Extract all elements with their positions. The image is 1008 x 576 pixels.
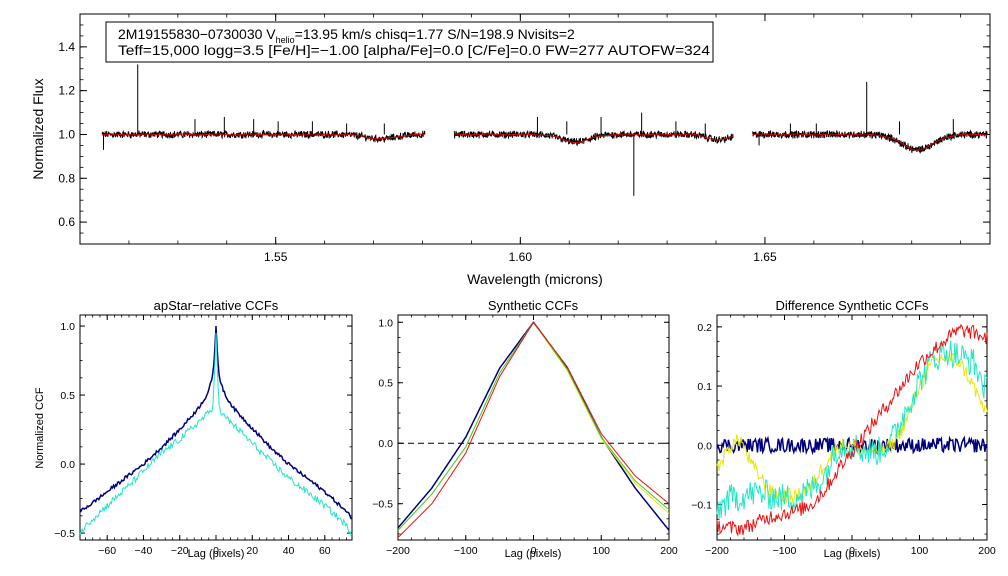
- spectrum-ticks: 1.55 1.60 1.65 0.6 0.8 1.0 1.2 1.4: [58, 14, 990, 264]
- y-tick-label: 1.0: [60, 321, 75, 333]
- y-tick-label: 0.1: [697, 381, 712, 393]
- x-tick-label: −200: [705, 545, 729, 557]
- y-tick-label: −0.1: [691, 499, 712, 511]
- y-tick-label: 0.8: [58, 171, 75, 185]
- apstar-ccf-x-axis-label: Lag (pixels): [188, 548, 245, 560]
- synthetic_ccf-series-red: [397, 321, 670, 538]
- synthetic-ccf-lines: [397, 321, 670, 538]
- apstar_ccf-series-navy: [79, 325, 352, 520]
- info-box: [105, 21, 714, 63]
- y-tick-label: 0.0: [697, 440, 712, 452]
- x-tick-label: 60: [319, 545, 331, 557]
- observed-spectrum-chip-1: [101, 129, 426, 144]
- difference_ccf-series-red: [716, 323, 988, 537]
- spectrum-panel: 1.55 1.60 1.65 0.6 0.8 1.0 1.2 1.4 2M19155830−0…: [30, 13, 991, 287]
- spectrum-plot-frame: [79, 13, 991, 245]
- synthetic_ccf-series-green: [397, 321, 670, 531]
- y-tick-label: 0.5: [60, 390, 75, 402]
- observed-spectrum-chip-2: [453, 129, 734, 146]
- synthetic-ccf-panel: −200 −100 0 100 200 −0.5 0.0 0.5 1.0 Synthetic C…: [372, 298, 678, 560]
- y-tick-label: 0.0: [378, 438, 393, 450]
- y-tick-label: 0.0: [60, 459, 75, 471]
- model-spectrum-chip-1: [102, 133, 425, 140]
- apstar-ccf-panel: −60 −40 −20 0 20 40 60 −0.5 0.0 0.5 1.0 apStar−rel…: [34, 298, 353, 560]
- x-tick-label: −40: [135, 545, 153, 557]
- spectrum-y-axis-label: Normalized Flux: [30, 78, 46, 179]
- x-tick-label: 20: [246, 545, 258, 557]
- y-tick-label: 0.5: [378, 378, 393, 390]
- apstar-ccf-ticks: −60 −40 −20 0 20 40 60 −0.5 0.0 0.5 1.0: [54, 315, 352, 557]
- synthetic-ccf-ticks: −200 −100 0 100 200 −0.5 0.0 0.5 1.0: [372, 315, 678, 557]
- apstar-ccf-lines: [79, 325, 353, 537]
- difference_ccf-series-cyan: [716, 340, 988, 519]
- y-tick-label: −0.5: [372, 499, 393, 511]
- model-spectrum-chip-3: [752, 133, 988, 151]
- synthetic_ccf-series-yellow: [397, 321, 670, 531]
- x-tick-label: −100: [454, 545, 478, 557]
- apstar-ccf-plot-frame: [79, 314, 353, 541]
- difference-ccf-lines: [716, 323, 988, 537]
- observed-spectrum-chip-3: [752, 129, 988, 154]
- info-line-1-subscript: helio: [276, 35, 295, 45]
- spectrum-lines: [101, 64, 988, 196]
- x-tick-label: 1.55: [264, 250, 288, 264]
- difference-ccf-ticks: −200 −100 0 100 200 −0.1 0.0 0.1 0.2: [691, 315, 996, 557]
- y-tick-label: 0.2: [697, 322, 712, 334]
- info-line-1-b: =13.95 km/s chisq=1.77 S/N=198.9 Nvisits…: [295, 26, 575, 42]
- x-tick-label: −60: [98, 545, 116, 557]
- difference_ccf-series-yellow: [716, 352, 988, 504]
- x-tick-label: 0: [213, 545, 219, 557]
- apstar-ccf-title: apStar−relative CCFs: [154, 298, 279, 313]
- x-tick-label: 100: [592, 545, 610, 557]
- apstar-ccf-y-axis-label: Normalized CCF: [34, 387, 46, 469]
- y-tick-label: 1.2: [58, 84, 75, 98]
- difference-ccf-x-axis-label: Lag (pixels): [824, 548, 881, 560]
- x-tick-label: 0: [531, 545, 537, 557]
- x-tick-label: −100: [773, 545, 797, 557]
- x-tick-label: 200: [660, 545, 678, 557]
- x-tick-label: −20: [171, 545, 189, 557]
- y-tick-label: 0.6: [58, 215, 75, 229]
- y-tick-label: 1.0: [378, 317, 393, 329]
- x-tick-label: 1.65: [753, 250, 777, 264]
- y-tick-label: 1.4: [58, 40, 75, 54]
- apstar_ccf-series-cyan: [79, 332, 353, 537]
- synthetic-ccf-plot-frame: [397, 314, 670, 541]
- x-tick-label: 0: [849, 545, 855, 557]
- info-line-1: 2M19155830−0730030 Vhelio=13.95 km/s chi…: [118, 26, 575, 45]
- difference-ccf-title: Difference Synthetic CCFs: [776, 298, 929, 313]
- x-tick-label: 100: [911, 545, 929, 557]
- info-line-1-a: 2M19155830−0730030 V: [118, 26, 276, 42]
- spectrum-x-axis-label: Wavelength (microns): [467, 271, 603, 287]
- synthetic_ccf-series-navy: [397, 321, 670, 531]
- info-line-2: Teff=15,000 logg=3.5 [Fe/H]=−1.00 [alpha…: [118, 42, 710, 58]
- x-tick-label: 200: [978, 545, 996, 557]
- difference-ccf-plot-frame: [716, 314, 988, 541]
- x-tick-label: 40: [283, 545, 295, 557]
- synthetic-ccf-title: Synthetic CCFs: [488, 298, 579, 313]
- model-spectrum-chip-2: [454, 133, 734, 144]
- difference-ccf-panel: −200 −100 0 100 200 −0.1 0.0 0.1 0.2 Difference …: [691, 298, 996, 560]
- x-tick-label: −200: [386, 545, 410, 557]
- x-tick-label: 1.60: [509, 250, 533, 264]
- synthetic-ccf-x-axis-label: Lag (pixels): [505, 548, 562, 560]
- y-tick-label: −0.5: [54, 528, 75, 540]
- y-tick-label: 1.0: [58, 127, 75, 141]
